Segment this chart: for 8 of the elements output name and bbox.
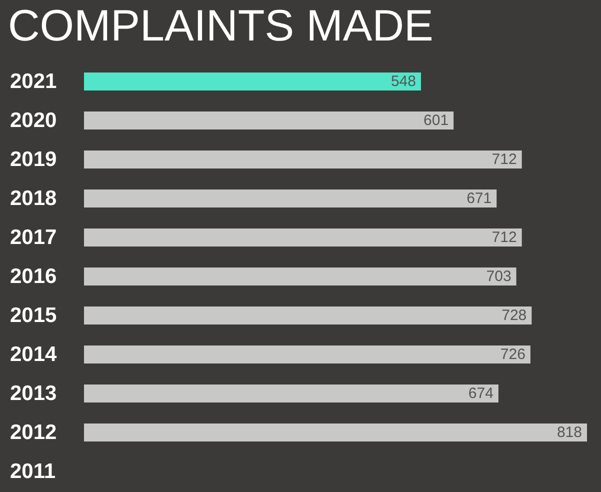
data-label: 712: [492, 229, 517, 246]
data-label: 703: [486, 268, 512, 285]
data-label: 818: [556, 424, 582, 441]
data-label: 671: [466, 190, 492, 207]
data-label: 728: [502, 307, 527, 324]
data-label: 726: [500, 346, 526, 363]
data-label: 712: [492, 151, 517, 168]
data-label: 674: [468, 385, 494, 402]
